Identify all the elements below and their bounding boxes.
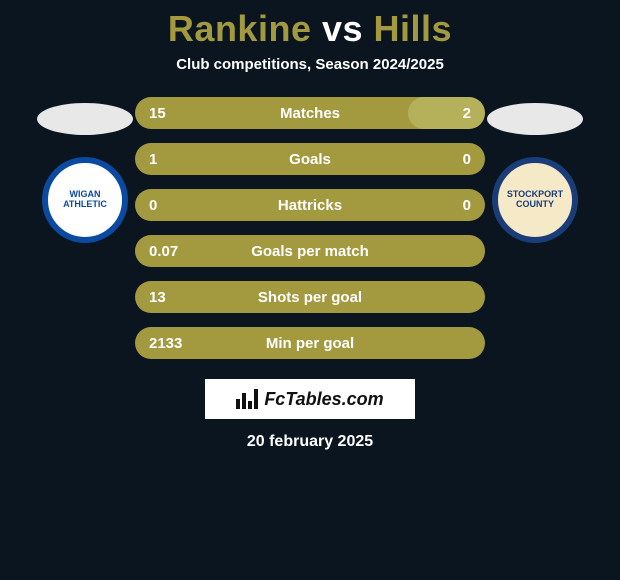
brand-footer: FcTables.com	[205, 379, 415, 419]
stat-label: Goals per match	[135, 243, 485, 260]
brand-text: FcTables.com	[264, 389, 383, 410]
stat-value-right: 0	[463, 197, 471, 214]
stat-bar: 0Hattricks0	[135, 189, 485, 221]
title-player2: Hills	[374, 8, 453, 49]
stat-label: Min per goal	[135, 335, 485, 352]
stat-bar: 2133Min per goal	[135, 327, 485, 359]
player2-club-logo: STOCKPORT COUNTY	[492, 157, 578, 243]
bar-chart-icon	[236, 389, 258, 409]
title-player1: Rankine	[168, 8, 312, 49]
stat-value-right: 0	[463, 151, 471, 168]
player1-photo-placeholder	[37, 103, 133, 135]
main-row: WIGAN ATHLETIC 15Matches21Goals00Hattric…	[0, 97, 620, 359]
player2-club-label: STOCKPORT COUNTY	[502, 190, 568, 210]
player2-column: STOCKPORT COUNTY	[485, 97, 585, 243]
stat-bar: 0.07Goals per match	[135, 235, 485, 267]
stat-value-right: 2	[463, 105, 471, 122]
stat-label: Goals	[135, 151, 485, 168]
title-vs: vs	[322, 8, 363, 49]
date-label: 20 february 2025	[247, 433, 373, 451]
player2-photo-placeholder	[487, 103, 583, 135]
stats-column: 15Matches21Goals00Hattricks00.07Goals pe…	[135, 97, 485, 359]
player1-club-logo: WIGAN ATHLETIC	[42, 157, 128, 243]
player1-column: WIGAN ATHLETIC	[35, 97, 135, 243]
subtitle: Club competitions, Season 2024/2025	[176, 56, 444, 73]
page-title: Rankine vs Hills	[168, 8, 452, 50]
stat-label: Hattricks	[135, 197, 485, 214]
stat-label: Matches	[135, 105, 485, 122]
stat-label: Shots per goal	[135, 289, 485, 306]
comparison-card: Rankine vs Hills Club competitions, Seas…	[0, 0, 620, 580]
player1-club-label: WIGAN ATHLETIC	[52, 190, 118, 210]
stat-bar: 13Shots per goal	[135, 281, 485, 313]
stat-bar: 15Matches2	[135, 97, 485, 129]
stat-bar: 1Goals0	[135, 143, 485, 175]
